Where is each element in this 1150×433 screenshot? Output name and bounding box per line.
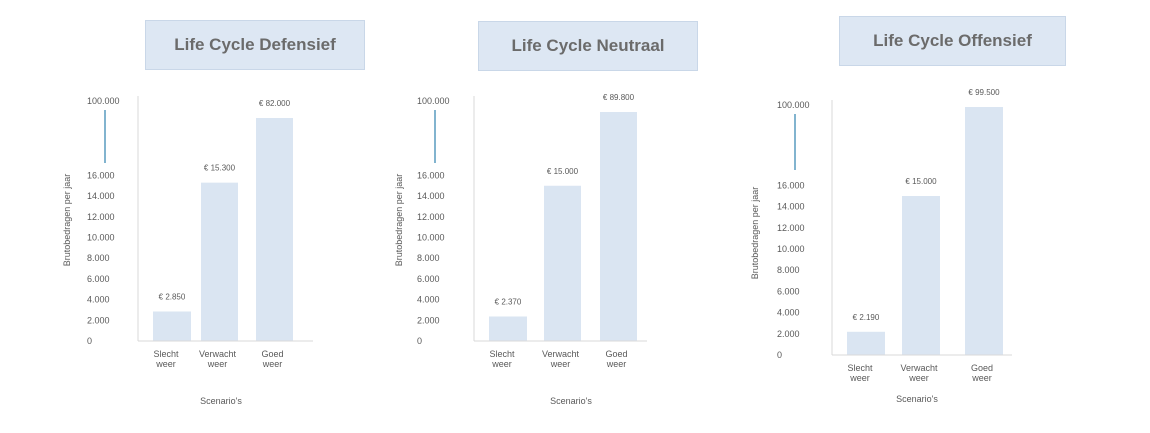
y-tick-label: 8.000 — [417, 253, 440, 263]
y-tick-label: 14.000 — [417, 191, 445, 201]
data-label: € 2.370 — [495, 297, 522, 306]
category-label: weer — [155, 359, 176, 369]
y-axis-label: Brutobedragen per jaar — [62, 174, 72, 267]
data-label: € 89.800 — [603, 93, 635, 102]
y-tick-label: 8.000 — [777, 265, 800, 275]
category-label: Verwacht — [542, 349, 580, 359]
category-label: Slecht — [847, 363, 873, 373]
category-label: Goed — [605, 349, 627, 359]
bar — [902, 196, 940, 355]
y-tick-label: 0 — [87, 336, 92, 346]
data-label: € 15.000 — [547, 167, 579, 176]
y-tick-label: 16.000 — [777, 180, 805, 190]
y-tick-label: 12.000 — [87, 212, 115, 222]
bar — [965, 107, 1003, 355]
y-tick-label: 16.000 — [417, 170, 445, 180]
bar — [544, 185, 581, 341]
category-label: weer — [262, 359, 283, 369]
y-tick-label: 14.000 — [87, 191, 115, 201]
y-tick-label: 6.000 — [87, 274, 110, 284]
y-tick-label: 16.000 — [87, 170, 115, 180]
bar — [201, 182, 238, 341]
y-tick-label: 4.000 — [87, 295, 110, 305]
y-tick-label: 10.000 — [417, 233, 445, 243]
category-label: Goed — [261, 349, 283, 359]
y-tick-label: 10.000 — [777, 244, 805, 254]
chart-title: Life Cycle Offensief — [839, 16, 1066, 66]
data-label: € 82.000 — [259, 99, 291, 108]
chart-title: Life Cycle Neutraal — [478, 21, 698, 71]
y-tick-label: 14.000 — [777, 202, 805, 212]
x-axis-label: Scenario's — [200, 396, 242, 406]
bar — [256, 118, 293, 341]
data-label: € 99.500 — [968, 88, 1000, 97]
y-tick-label: 0 — [777, 350, 782, 360]
category-label: Verwacht — [900, 363, 938, 373]
y-tick-label: 8.000 — [87, 253, 110, 263]
y-tick-label: 2.000 — [87, 315, 110, 325]
category-label: weer — [908, 373, 929, 383]
bar — [153, 311, 191, 341]
y-tick-label: 12.000 — [777, 223, 805, 233]
y-tick-label: 6.000 — [777, 286, 800, 296]
category-label: Slecht — [153, 349, 179, 359]
y-tick-label: 10.000 — [87, 233, 115, 243]
x-axis-label: Scenario's — [896, 394, 938, 404]
y-tick-label: 2.000 — [777, 329, 800, 339]
data-label: € 15.000 — [905, 177, 937, 186]
bar — [489, 316, 527, 341]
y-tick-label-top: 100.000 — [777, 100, 810, 110]
y-axis-label: Brutobedragen per jaar — [394, 174, 404, 267]
y-axis-label: Brutobedragen per jaar — [750, 187, 760, 280]
category-label: weer — [971, 373, 992, 383]
y-tick-label: 4.000 — [417, 295, 440, 305]
x-axis-label: Scenario's — [550, 396, 592, 406]
y-tick-label: 12.000 — [417, 212, 445, 222]
category-label: Goed — [971, 363, 993, 373]
y-tick-label: 4.000 — [777, 308, 800, 318]
y-tick-label-top: 100.000 — [87, 96, 120, 106]
y-tick-label: 6.000 — [417, 274, 440, 284]
category-label: weer — [550, 359, 571, 369]
data-label: € 2.190 — [853, 313, 880, 322]
y-tick-label: 2.000 — [417, 315, 440, 325]
category-label: Slecht — [489, 349, 515, 359]
category-label: weer — [207, 359, 228, 369]
category-label: Verwacht — [199, 349, 237, 359]
data-label: € 15.300 — [204, 164, 236, 173]
bar — [600, 112, 637, 341]
y-tick-label: 0 — [417, 336, 422, 346]
data-label: € 2.850 — [159, 293, 186, 302]
y-tick-label-top: 100.000 — [417, 96, 450, 106]
bar — [847, 331, 885, 355]
chart-title: Life Cycle Defensief — [145, 20, 365, 70]
category-label: weer — [849, 373, 870, 383]
category-label: weer — [491, 359, 512, 369]
category-label: weer — [606, 359, 627, 369]
